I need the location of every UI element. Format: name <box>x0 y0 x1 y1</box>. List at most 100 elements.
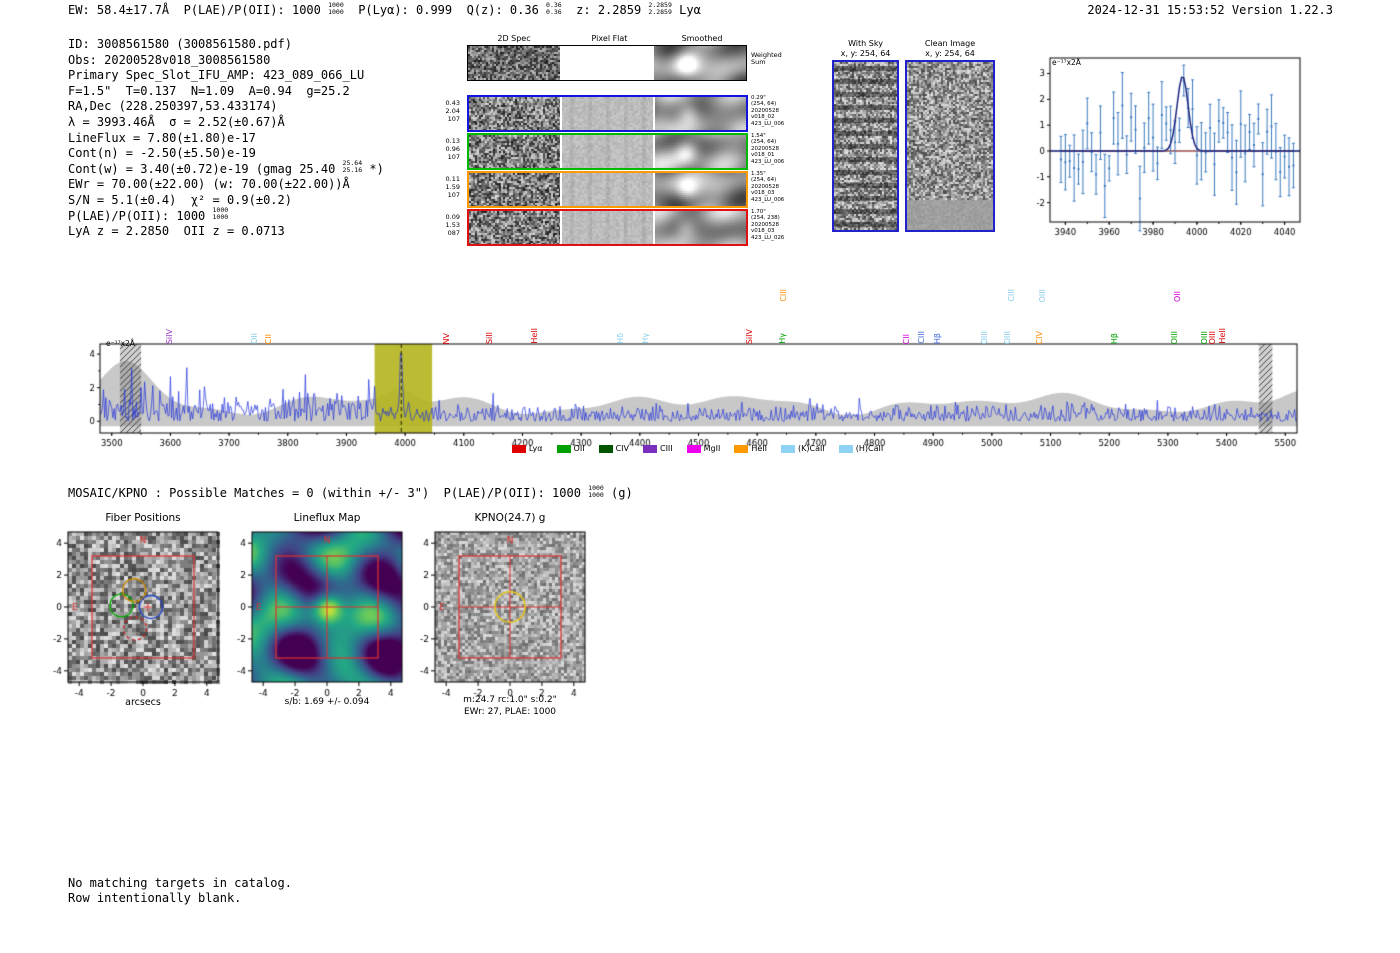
emission-line-label-cii: CII <box>263 333 273 344</box>
clean-image <box>905 60 995 232</box>
spec2d-right-label: 1.70" <box>751 209 766 215</box>
spec2d-right-label: (254, 64) <box>751 139 777 146</box>
header-timestamp: 2024-12-31 15:53:52 Version 1.22.3 <box>1087 3 1333 17</box>
spec2d-header-2dspec: 2D Spec <box>497 34 531 43</box>
spec2d-row-2dspec-image <box>469 173 560 206</box>
legend-label: (K)CaII <box>798 444 825 453</box>
spec2d-row-right-labels: 0.29" (254, 64) 20200528 v018_02 423_LU_006 <box>751 95 797 127</box>
spec2d-right-label: 423_LU_006 <box>751 158 785 165</box>
spec2d-left-label: 1.59 <box>445 183 460 191</box>
spec2d-row-left-labels: 0.11 1.59 107 <box>408 175 460 199</box>
spec2d-right-label: 20200528 <box>751 221 779 228</box>
spec2d-right-label: v018_03 <box>751 190 775 197</box>
spec2d-right-label: (254, 64) <box>751 177 777 184</box>
info-line: S/N = 5.1(±0.4) χ² = 0.9(±0.2) <box>68 192 292 207</box>
legend-item: (H)CaII <box>838 444 884 453</box>
stacked-fraction: 1000 1000 <box>212 206 229 222</box>
with-sky-coords: x, y: 254, 64 <box>840 49 891 58</box>
legend-label: CIII <box>659 444 673 453</box>
main-flux-units-annotation: e⁻¹⁷x2Å <box>106 339 135 348</box>
spec2d-row-smoothed-image <box>655 211 746 244</box>
spec2d-right-label: (254, 64) <box>751 101 777 108</box>
info-line: EWr = 70.00(±22.00) (w: 70.00(±22.00))Å <box>68 177 350 192</box>
legend-swatch <box>838 444 853 453</box>
spec2d-right-label: v018_02 <box>751 114 775 121</box>
legend-label: CIV <box>615 444 629 453</box>
legend-swatch <box>511 444 526 453</box>
spectrum-legend: Lyα OII CIV CIII MgII HeII (K)CaII (H)CaII <box>95 444 1300 453</box>
legend-item: (K)CaII <box>781 444 825 453</box>
emission-line-label-siiv: SiIV <box>745 328 755 344</box>
stacked-fraction: 1000 1000 <box>588 483 604 499</box>
weighted-sum-label-line1: Weighted <box>751 51 782 59</box>
spec2d-row <box>467 95 748 132</box>
spec2d-right-label: 1.35" <box>751 171 766 177</box>
spec2d-left-label: 0.43 <box>445 99 460 107</box>
spec2d-row-pixelflat-image <box>562 211 653 244</box>
legend-swatch <box>686 444 701 453</box>
info-line: Obs: 20200528v018_3008561580 <box>68 52 271 67</box>
stacked-fraction: 25.64 25.16 <box>342 159 363 175</box>
emission-line-label-cii: CII <box>901 333 911 344</box>
spec2d-right-label: 423_LU_026 <box>751 234 785 241</box>
legend-swatch <box>734 444 749 453</box>
legend-item: MgII <box>686 444 720 453</box>
weighted-sum-strip <box>467 45 747 81</box>
footer-line-2: Row intentionally blank. <box>68 891 242 905</box>
fiber-xlabel: arcsecs <box>125 697 161 708</box>
spec2d-left-label: 1.53 <box>445 221 460 229</box>
emission-line-label-oiii: OIII <box>1037 288 1047 302</box>
spec2d-right-label: v018_01 <box>751 152 775 159</box>
legend-item: HeII <box>734 444 767 453</box>
info-line: RA,Dec (228.250397,53.433174) <box>68 99 278 114</box>
spec2d-header-smoothed: Smoothed <box>681 34 723 43</box>
spec2d-left-label: 0.09 <box>445 213 460 221</box>
spec2d-row-smoothed-image <box>655 173 746 206</box>
spec2d-right-label: 1.54" <box>751 133 766 139</box>
spec2d-row-smoothed-image <box>655 97 746 130</box>
clean-image-coords: x, y: 254, 64 <box>925 49 975 58</box>
spec2d-row-right-labels: 1.54" (254, 64) 20200528 v018_01 423_LU_006 <box>751 133 797 165</box>
legend-item: OII <box>556 444 585 453</box>
mosaic-match-summary: MOSAIC/KPNO : Possible Matches = 0 (with… <box>68 483 633 500</box>
kpno-caption-2: EWr: 27, PLAE: 1000 <box>463 707 557 717</box>
spec2d-right-label: 423_LU_006 <box>751 196 785 203</box>
weighted-sum-label-line2: Sum <box>751 58 766 66</box>
emission-line-label-hγ: Hγ <box>777 333 787 344</box>
weighted-sum-label: Weighted Sum <box>751 52 782 66</box>
spec2d-row-2dspec-image <box>469 211 560 244</box>
emission-line-label-hβ: Hβ <box>1110 332 1120 344</box>
info-line: Primary Spec_Slot_IFU_AMP: 423_089_066_L… <box>68 68 365 83</box>
info-line: λ = 3993.46Å σ = 2.52(±0.67)Å <box>68 114 285 129</box>
spec2d-row-smoothed-image <box>655 135 746 168</box>
emission-line-label-siii: SiII <box>485 331 495 344</box>
emission-line-label-ciii: CIII <box>917 331 927 344</box>
weighted-smoothed-image <box>654 46 746 80</box>
emission-line-label-hγ: Hγ <box>641 333 651 344</box>
emission-line-label-hβ: Hβ <box>932 332 942 344</box>
spec2d-row-pixelflat-image <box>562 173 653 206</box>
info-line: P(LAE)/P(OII): 1000 1000 1000 <box>68 206 229 223</box>
emission-line-label-heii: HeII <box>529 328 539 344</box>
legend-label: (H)CaII <box>855 444 884 453</box>
spec2d-row <box>467 171 748 208</box>
spec2d-row <box>467 133 748 170</box>
spec2d-row-pixelflat-image <box>562 97 653 130</box>
legend-swatch <box>642 444 657 453</box>
legend-swatch <box>556 444 571 453</box>
info-line: Cont(n) = -2.50(±5.50)e-19 <box>68 146 256 161</box>
spec2d-left-label: 107 <box>447 153 460 161</box>
spec2d-right-label: 20200528 <box>751 107 779 114</box>
stacked-fraction: 0.36 0.36 <box>546 0 562 16</box>
info-line: LineFlux = 7.80(±1.80)e-17 <box>68 130 256 145</box>
emission-line-label-oii: OII <box>1172 290 1182 302</box>
emission-line-label-ciii: CIII <box>779 289 789 302</box>
header-summary: EW: 58.4±17.7Å P(LAE)/P(OII): 1000 1000 1… <box>68 0 701 17</box>
info-block: ID: 3008561580 (3008561580.pdf) Obs: 2020… <box>68 37 384 240</box>
spec2d-right-label: 423_LU_006 <box>751 120 785 127</box>
spec2d-right-label: v018_03 <box>751 228 775 235</box>
lineflux-map-canvas <box>212 528 412 698</box>
spec2d-left-label: 107 <box>447 191 460 199</box>
spec2d-right-label: (254, 238) <box>751 215 780 222</box>
spec2d-row-2dspec-image <box>469 135 560 168</box>
